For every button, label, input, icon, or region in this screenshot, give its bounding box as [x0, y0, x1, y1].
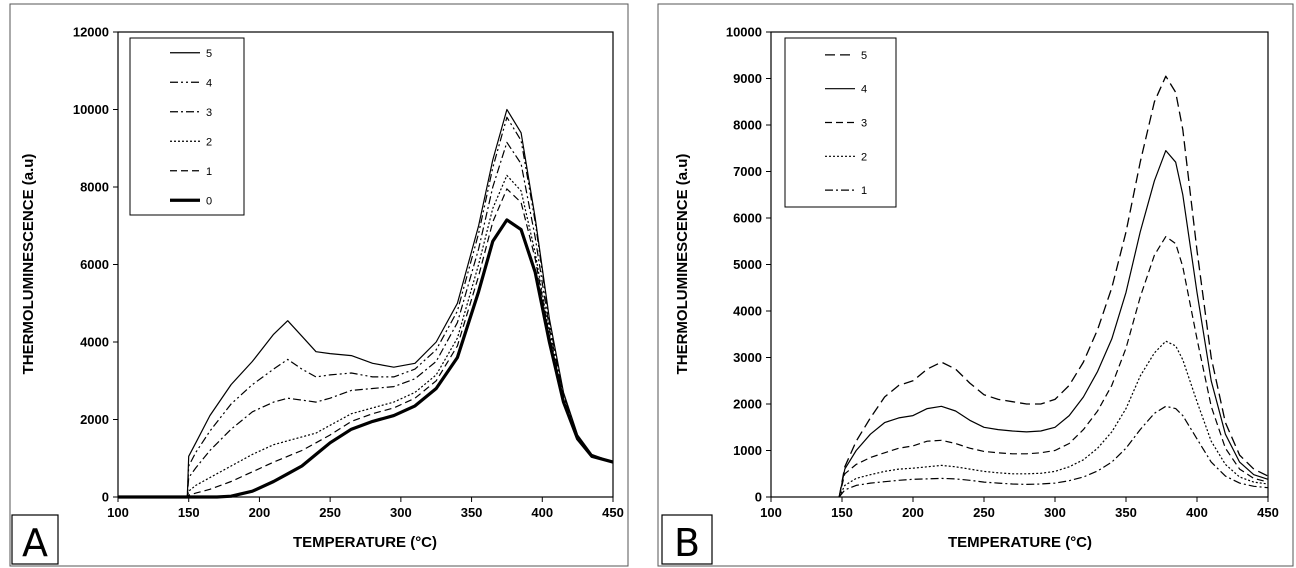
y-axis-title: THERMOLUMINESCENCE (a.u) [674, 154, 691, 375]
y-tick-label: 9000 [733, 71, 762, 86]
y-tick-label: 1000 [733, 443, 762, 458]
legend-label-2: 2 [206, 136, 212, 148]
x-axis-title: TEMPERATURE (°C) [293, 534, 437, 551]
y-tick-label: 8000 [733, 118, 762, 133]
y-tick-label: 10000 [73, 102, 109, 117]
y-axis-title: THERMOLUMINESCENCE (a.u) [20, 154, 37, 375]
legend-label-5: 5 [861, 50, 867, 62]
series-line-3 [118, 141, 614, 498]
x-axis-title: TEMPERATURE (°C) [948, 534, 1092, 551]
x-tick-label: 150 [178, 505, 200, 520]
x-tick-label: 450 [1257, 505, 1279, 520]
y-tick-label: 10000 [726, 25, 762, 40]
x-tick-label: 350 [461, 505, 483, 520]
x-tick-label: 200 [249, 505, 271, 520]
y-tick-label: 0 [755, 490, 762, 505]
legend-label-4: 4 [206, 77, 212, 89]
x-tick-label: 100 [107, 505, 129, 520]
series-line-1 [838, 405, 1269, 498]
y-tick-label: 6000 [733, 211, 762, 226]
y-tick-label: 7000 [733, 164, 762, 179]
y-tick-label: 6000 [80, 257, 109, 272]
legend-label-1: 1 [861, 185, 867, 197]
legend-label-3: 3 [861, 118, 867, 130]
series-line-2 [838, 340, 1269, 498]
series-line-1 [118, 188, 614, 498]
legend: 5 4 3 2 1 [784, 37, 897, 208]
series-line-2 [118, 174, 614, 498]
legend-label-5: 5 [206, 48, 212, 60]
series-line-4 [118, 116, 614, 498]
y-tick-label: 0 [102, 490, 109, 505]
legend-box [129, 37, 245, 216]
x-tick-label: 150 [831, 505, 853, 520]
x-tick-label: 400 [531, 505, 553, 520]
chart-panel-b: 0 1000 2000 3000 4000 5000 6000 7000 8000 9000 100… [657, 3, 1294, 567]
panel-letter: A [22, 521, 48, 565]
panel-frame [9, 3, 629, 567]
series-line-4 [838, 150, 1269, 498]
x-tick-label: 450 [602, 505, 624, 520]
x-tick-label: 300 [1044, 505, 1066, 520]
series-line-3 [838, 236, 1269, 498]
x-tick-label: 250 [319, 505, 341, 520]
y-tick-label: 2000 [733, 397, 762, 412]
series-line-5 [838, 75, 1269, 498]
panel-letter-box [661, 514, 713, 565]
panel-frame [657, 3, 1294, 567]
legend: 5 4 3 2 1 0 [129, 37, 245, 216]
legend-label-1: 1 [206, 166, 212, 178]
y-tick-label: 3000 [733, 350, 762, 365]
x-tick-label: 250 [973, 505, 995, 520]
series-line-5 [118, 108, 614, 498]
legend-label-2: 2 [861, 151, 867, 163]
legend-label-3: 3 [206, 107, 212, 119]
y-tick-label: 4000 [733, 304, 762, 319]
legend-label-4: 4 [861, 84, 867, 96]
y-tick-label: 12000 [73, 25, 109, 40]
y-tick-label: 2000 [80, 412, 109, 427]
x-tick-label: 100 [760, 505, 782, 520]
y-tick-label: 4000 [80, 335, 109, 350]
legend-label-0: 0 [206, 195, 212, 207]
x-tick-label: 300 [390, 505, 412, 520]
x-tick-label: 200 [902, 505, 924, 520]
panel-letter: B [674, 521, 700, 565]
panel-letter-box [11, 514, 59, 565]
x-tick-label: 350 [1115, 505, 1137, 520]
y-tick-label: 5000 [733, 257, 762, 272]
x-tick-label: 400 [1186, 505, 1208, 520]
y-tick-label: 8000 [80, 180, 109, 195]
series-line-0 [118, 218, 614, 499]
